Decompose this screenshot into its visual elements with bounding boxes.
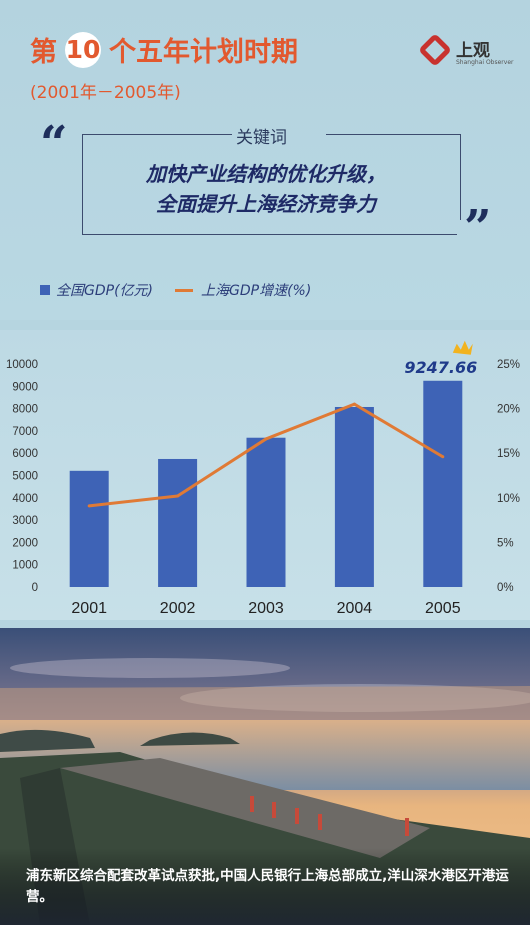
y-left-tick-label: 1000 <box>12 560 38 572</box>
y-left-tick-label: 8000 <box>12 404 38 416</box>
growth-point-2004 <box>352 402 356 406</box>
x-tick-label: 2004 <box>337 600 373 617</box>
y-right-tick-label: 0% <box>497 582 514 594</box>
growth-point-2005 <box>441 455 445 459</box>
close-quote-icon: ” <box>464 200 492 256</box>
x-tick-label: 2002 <box>160 600 196 617</box>
legend-line-label: 上海GDP增速(%) <box>201 283 312 299</box>
divider <box>82 234 457 235</box>
divider <box>82 134 83 234</box>
y-left-tick-label: 9000 <box>12 381 38 393</box>
legend-line-swatch <box>175 288 193 292</box>
y-right-tick-label: 25% <box>497 359 520 371</box>
legend-bar-swatch <box>40 285 50 295</box>
divider <box>82 134 232 135</box>
logo-mark-icon <box>418 33 452 67</box>
chart-legend: 全国GDP(亿元) 上海GDP增速(%) <box>40 280 311 300</box>
keywords-box: “ ” 关键词 加快产业结构的优化升级， 全面提升上海经济竞争力 <box>40 116 492 256</box>
keywords-line-1: 加快产业结构的优化升级， <box>146 162 386 186</box>
y-left-tick-label: 0 <box>32 582 38 594</box>
divider <box>460 134 461 220</box>
y-right-tick-label: 10% <box>497 493 520 505</box>
open-quote-icon: “ <box>40 116 68 172</box>
keywords-label: 关键词 <box>236 128 287 148</box>
highlight-value-label: 9247.66 <box>404 358 477 377</box>
page-title: 第 10 个五年计划时期 <box>30 30 298 69</box>
period-subtitle: (2001年－2005年) <box>30 83 181 103</box>
y-left-tick-label: 10000 <box>6 359 38 371</box>
caption-text: 浦东新区综合配套改革试点获批,中国人民银行上海总部成立,洋山深水港区开港运营。 <box>26 868 509 905</box>
growth-point-2001 <box>87 504 91 508</box>
bar-2001 <box>69 470 109 587</box>
y-left-tick-label: 7000 <box>12 426 38 438</box>
title-prefix: 第 <box>30 37 57 68</box>
gdp-chart: 0 1000 2000 3000 4000 5000 6000 7000 8000 9000 100… <box>0 330 530 620</box>
logo-subtext: Shanghai Observer <box>456 59 514 66</box>
y-right-tick-label: 20% <box>497 404 520 416</box>
yangshan-port-photo <box>0 628 530 925</box>
bar-2003 <box>246 437 286 587</box>
logo-text: 上观 <box>456 41 490 61</box>
title-number-badge: 10 <box>65 31 101 68</box>
y-left-tick-label: 4000 <box>12 493 38 505</box>
bar-2005 <box>423 380 463 587</box>
y-left-tick-label: 3000 <box>12 515 38 527</box>
legend-bar-label: 全国GDP(亿元) <box>56 283 153 299</box>
bar-2002 <box>158 458 198 587</box>
keywords-line-2: 全面提升上海经济竞争力 <box>156 192 376 216</box>
crown-icon <box>452 340 473 355</box>
y-left-tick-label: 2000 <box>12 537 38 549</box>
y-left-tick-label: 5000 <box>12 471 38 483</box>
growth-point-2003 <box>264 437 268 441</box>
y-right-tick-label: 5% <box>497 537 514 549</box>
bar-2004 <box>334 406 374 587</box>
shanghai-observer-logo[interactable]: 上观 Shanghai Observer <box>418 33 514 76</box>
y-right-tick-label: 15% <box>497 448 520 460</box>
x-tick-label: 2005 <box>425 600 461 617</box>
divider <box>326 134 461 135</box>
title-suffix: 个五年计划时期 <box>109 37 298 68</box>
x-tick-label: 2003 <box>248 600 284 617</box>
y-left-tick-label: 6000 <box>12 448 38 460</box>
growth-point-2002 <box>176 494 180 498</box>
x-tick-label: 2001 <box>71 600 107 617</box>
